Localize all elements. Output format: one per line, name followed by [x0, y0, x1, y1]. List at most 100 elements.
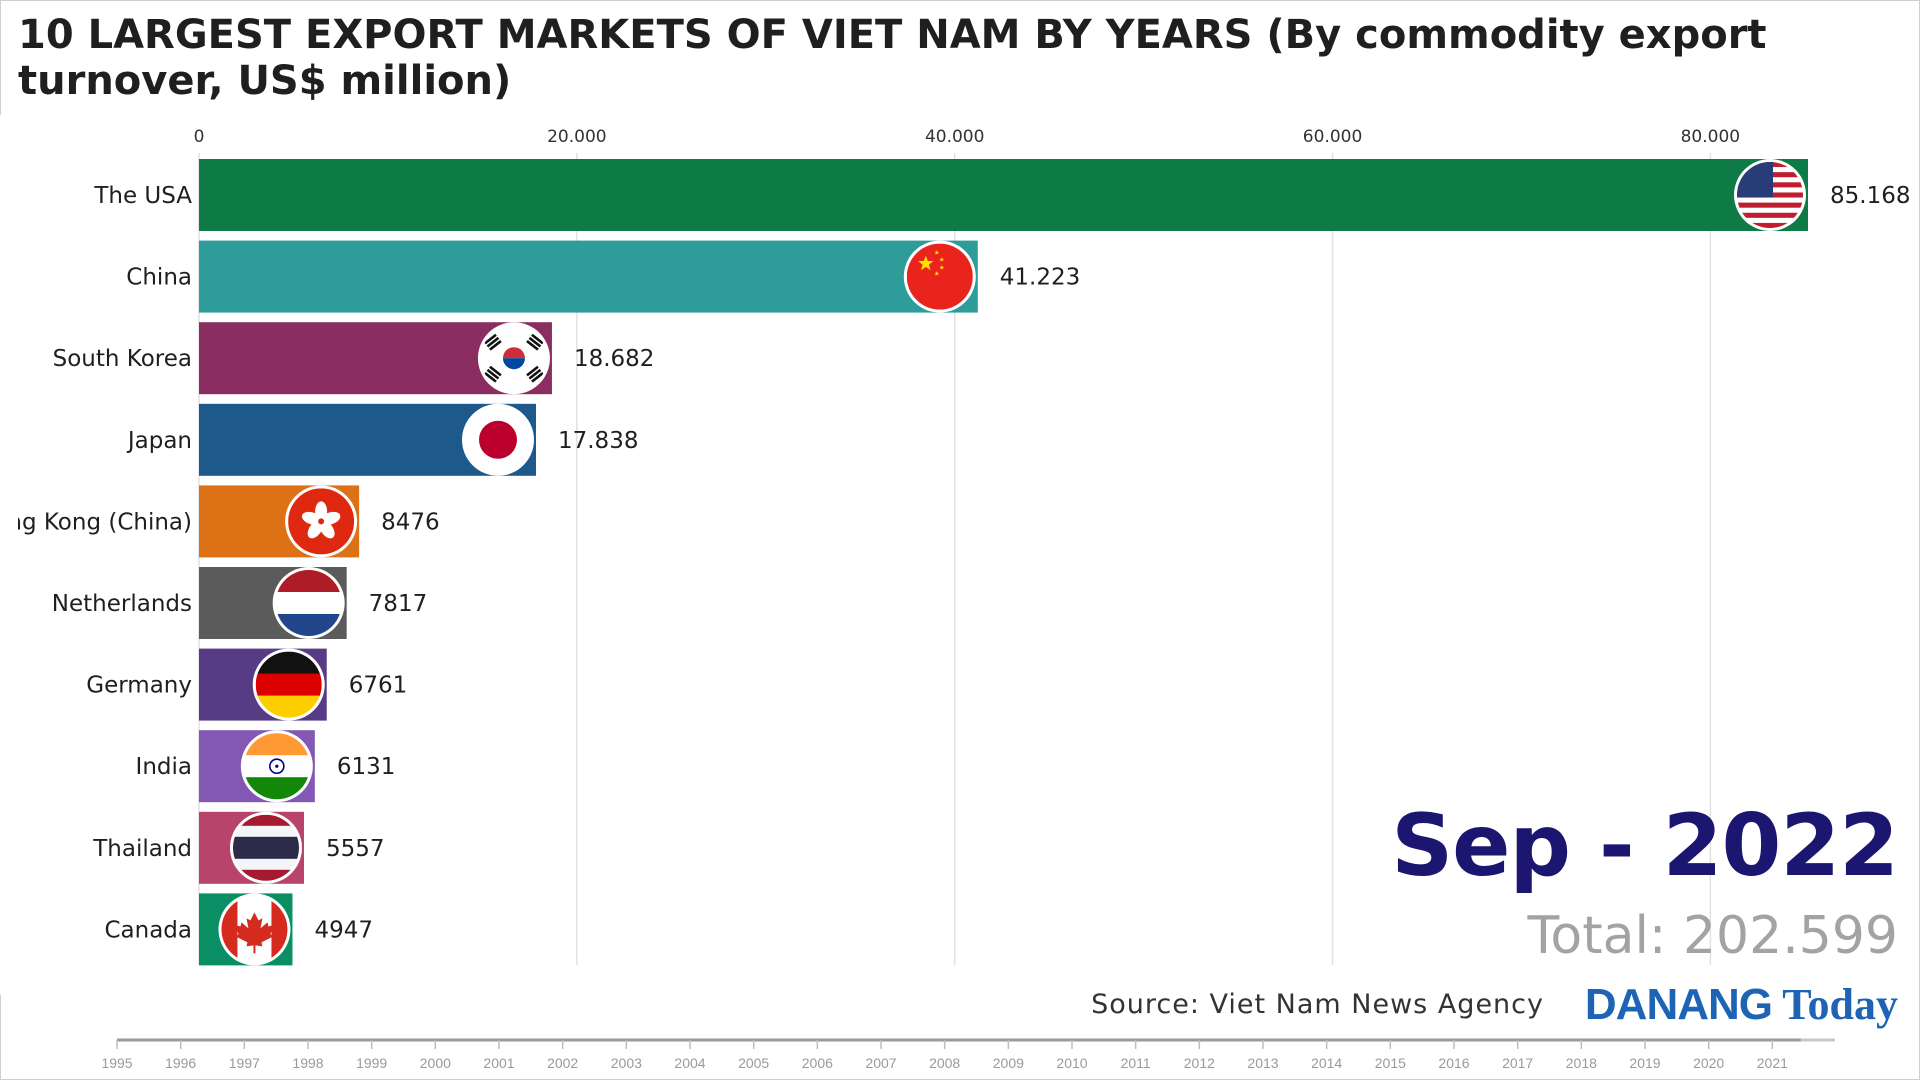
flag-stripe	[232, 847, 299, 860]
category-label: Thailand	[92, 836, 192, 862]
timeline-year-label: 2017	[1502, 1055, 1533, 1071]
flag-body	[243, 733, 310, 800]
flag-stripe	[232, 869, 299, 881]
flag-stripe	[275, 592, 342, 615]
source-text: Source: Viet Nam News Agency	[1091, 989, 1544, 1020]
flag-body	[906, 243, 973, 310]
flag-stripe	[232, 858, 299, 871]
category-label: South Korea	[53, 346, 192, 372]
canada-flag-icon	[218, 893, 291, 966]
bauhinia-petal	[319, 520, 335, 539]
timeline-year-label: 1997	[229, 1055, 260, 1071]
flag-star	[934, 250, 940, 255]
taegeuk-red	[502, 347, 525, 359]
bar-group: Netherlands 7817	[52, 567, 427, 639]
x-tick-label: 60.000	[1303, 127, 1362, 147]
timeline-year-label: 2003	[611, 1055, 642, 1071]
trigram-bar	[484, 333, 497, 345]
bar-group: Japan 17.838	[126, 403, 638, 476]
timeline-slider[interactable]: 1995 1996 1997 1998 1999 2000 2001 2002 2003 2004…	[0, 1030, 1920, 1080]
flag-star	[918, 255, 934, 271]
usa-flag-icon	[1734, 159, 1806, 231]
bar-group: The USA 85.168	[93, 159, 1910, 231]
timeline-year-label: 2019	[1629, 1055, 1660, 1071]
trigram-bar	[486, 336, 500, 348]
total-label: Total: 202.599	[1527, 906, 1898, 966]
timeline-year-label: 2014	[1311, 1055, 1342, 1071]
flag-body	[288, 488, 355, 555]
trigram-bar	[528, 368, 542, 380]
trigram	[526, 333, 544, 351]
flag-stripe	[275, 570, 342, 593]
flag-body	[1737, 162, 1803, 228]
flag-stripe	[1737, 197, 1803, 203]
bar-group: Germany 6761	[86, 648, 407, 721]
timeline-year-label: 2000	[420, 1055, 451, 1071]
maple-leaf	[235, 912, 274, 954]
south-korea-flag-icon	[477, 322, 550, 395]
timeline-year-label: 2006	[802, 1055, 833, 1071]
timeline-year-label: 1999	[356, 1055, 387, 1071]
flag-stripe	[255, 673, 322, 697]
category-label: The USA	[93, 183, 192, 209]
category-label: Canada	[104, 917, 192, 943]
trigram-bar	[531, 372, 544, 383]
timeline-year-label: 2005	[738, 1055, 769, 1071]
flag-body	[255, 651, 322, 718]
trigram-bar	[489, 340, 502, 351]
value-label: 17.838	[558, 428, 638, 454]
value-label: 4947	[314, 917, 373, 943]
value-label: 7817	[369, 591, 428, 617]
bar-group: South Korea 18.682	[53, 322, 654, 395]
flag-stripe	[1737, 202, 1803, 208]
hong-kong-flag-icon	[285, 485, 358, 558]
category-label: China	[126, 265, 192, 291]
value-label: 8476	[381, 509, 440, 535]
flag-stripe	[1737, 222, 1803, 228]
flag-stripe	[243, 733, 310, 756]
timeline-year-label: 2018	[1566, 1055, 1597, 1071]
flag-stripe	[232, 825, 299, 838]
flag-stripe	[243, 777, 310, 800]
trigram-bar	[484, 372, 497, 383]
china-flag-icon	[903, 240, 976, 313]
flag-stripe	[275, 614, 342, 636]
timeline-year-label: 2021	[1757, 1055, 1788, 1071]
flag-body	[275, 570, 342, 636]
x-tick-label: 0	[194, 127, 205, 147]
flag-sun	[478, 420, 517, 459]
trigram-bar	[526, 340, 539, 351]
flag-body	[464, 406, 531, 473]
period-label: Sep - 2022	[1391, 796, 1899, 896]
category-label: Hong Kong (China)	[0, 509, 192, 535]
bar	[199, 159, 1808, 231]
label-crop	[0, 115, 18, 995]
flag-field	[906, 243, 973, 310]
flag-star	[934, 271, 940, 276]
bar-group: Hong Kong (China) 8476	[0, 485, 440, 558]
bauhinia-center	[318, 518, 325, 525]
timeline-year-label: 2009	[993, 1055, 1024, 1071]
timeline-year-label: 1995	[101, 1055, 132, 1071]
bar-chart: 0 20.000 40.000 60.000 80.000 The USA 85.168 Ch…	[0, 115, 1910, 995]
value-label: 85.168	[1830, 183, 1910, 209]
category-label: Germany	[86, 673, 192, 699]
x-tick-label: 80.000	[1681, 127, 1740, 147]
germany-flag-icon	[252, 648, 325, 721]
flag-stripe	[1737, 217, 1803, 224]
flag-stripe	[232, 836, 299, 849]
timeline-year-label: 2015	[1375, 1055, 1406, 1071]
trigram-bar	[489, 365, 502, 377]
trigram-bar	[486, 368, 500, 380]
x-tick-label: 40.000	[925, 127, 984, 147]
flag-star	[939, 265, 945, 270]
category-label: India	[136, 754, 192, 780]
flag-stripe	[1737, 212, 1803, 219]
taegeuk-blue	[502, 358, 525, 370]
flag-star	[939, 257, 945, 262]
timeline-year-label: 2010	[1056, 1055, 1087, 1071]
flag-body	[221, 896, 288, 963]
flag-stripe	[255, 695, 322, 718]
trigram-bar	[526, 365, 539, 377]
bauhinia-petal	[307, 520, 323, 539]
